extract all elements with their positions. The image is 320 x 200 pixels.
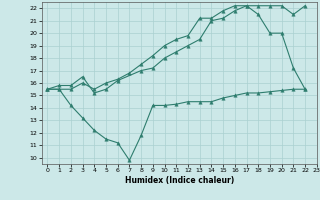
X-axis label: Humidex (Indice chaleur): Humidex (Indice chaleur) xyxy=(124,176,234,185)
